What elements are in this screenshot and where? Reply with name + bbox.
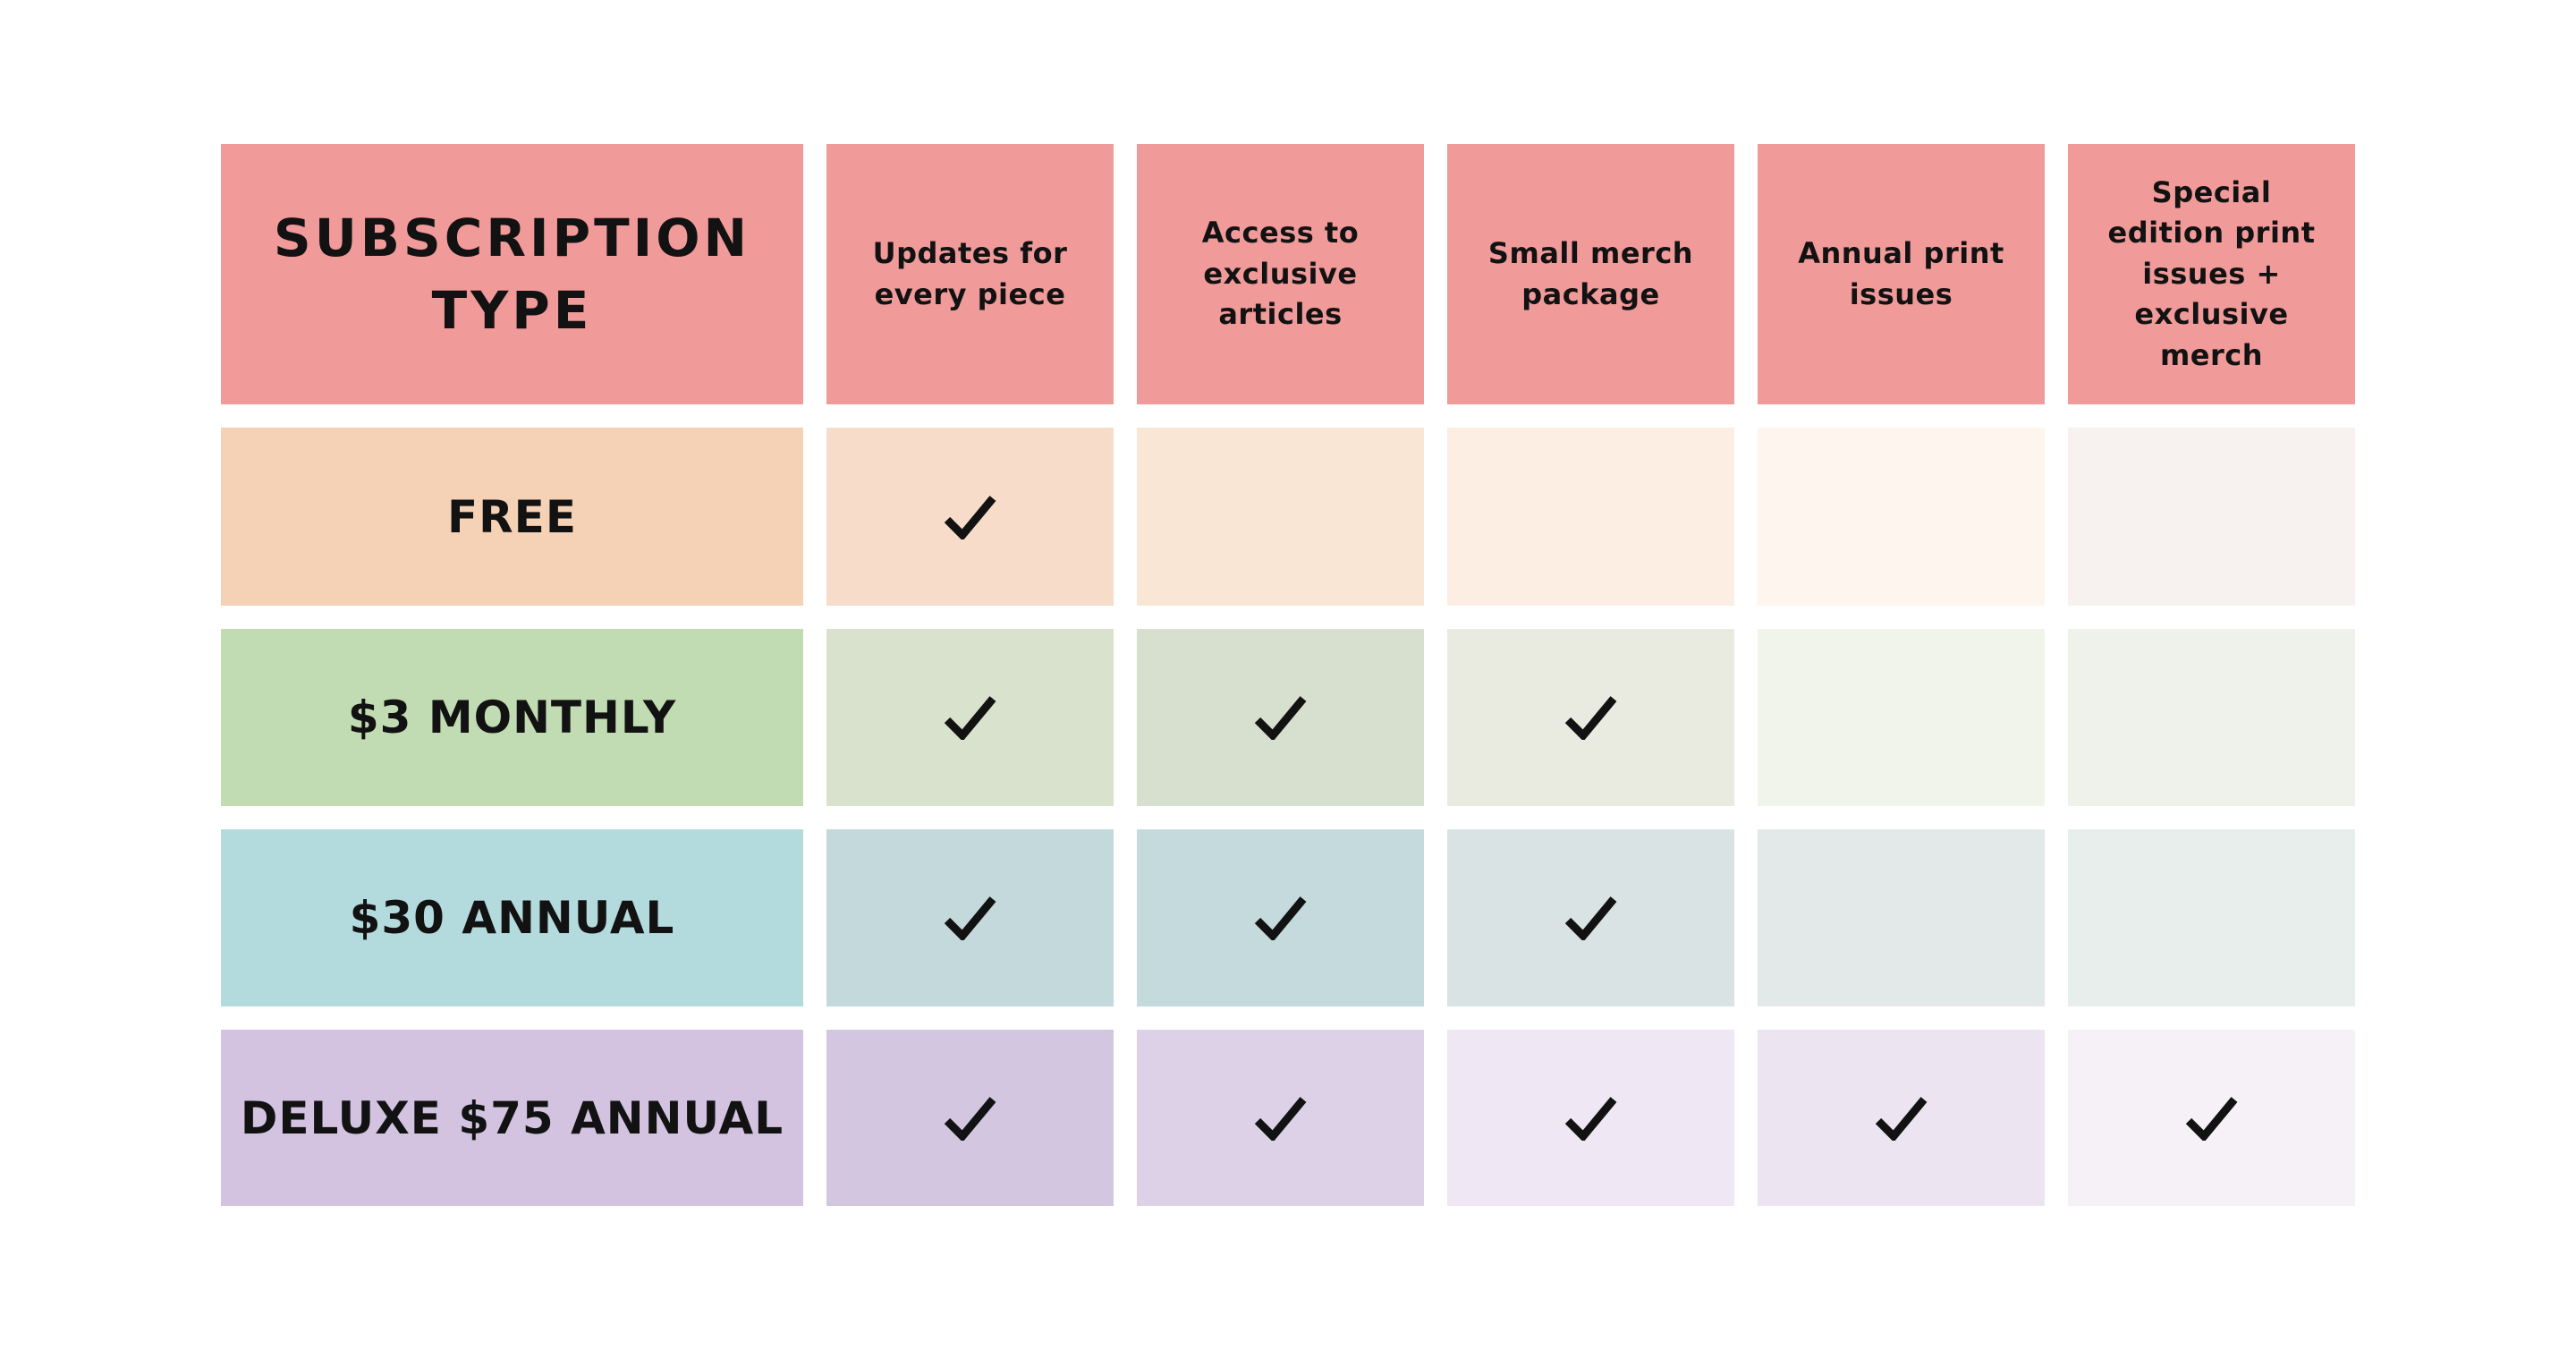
feature-cell <box>1447 829 1734 1006</box>
checkmark-icon <box>1254 1096 1306 1141</box>
checkmark-icon <box>1875 1096 1927 1141</box>
feature-cell <box>1447 428 1734 606</box>
feature-cell <box>2068 1030 2355 1206</box>
feature-cell <box>2068 428 2355 606</box>
checkmark-icon <box>1254 696 1306 740</box>
header-cell-subscription-type: SUBSCRIPTION TYPE <box>221 144 803 404</box>
feature-cell <box>1758 629 2045 806</box>
checkmark-icon <box>2185 1096 2237 1141</box>
feature-cell <box>1447 1030 1734 1206</box>
header-cell-small-merch-package: Small merch package <box>1447 144 1734 404</box>
checkmark-icon <box>944 896 996 940</box>
feature-cell <box>826 629 1114 806</box>
header-cell-special-edition: Special edition print issues + exclusive… <box>2068 144 2355 404</box>
row-label-free: FREE <box>221 428 803 606</box>
feature-cell <box>2068 629 2355 806</box>
checkmark-icon <box>944 696 996 740</box>
feature-cell <box>1758 829 2045 1006</box>
feature-cell <box>2068 829 2355 1006</box>
feature-cell <box>1758 1030 2045 1206</box>
feature-cell <box>826 428 1114 606</box>
checkmark-icon <box>1564 896 1616 940</box>
feature-cell <box>1758 428 2045 606</box>
feature-cell <box>1447 629 1734 806</box>
checkmark-icon <box>944 495 996 539</box>
feature-cell <box>826 1030 1114 1206</box>
header-cell-access-to-exclusive-articles: Access to exclusive articles <box>1137 144 1424 404</box>
header-cell-updates-for-every-piece: Updates for every piece <box>826 144 1114 404</box>
feature-cell <box>826 829 1114 1006</box>
checkmark-icon <box>1564 696 1616 740</box>
row-label-deluxe-75-annual: DELUXE $75 ANNUAL <box>221 1030 803 1206</box>
checkmark-icon <box>944 1096 996 1141</box>
row-label-30-annual: $30 ANNUAL <box>221 829 803 1006</box>
checkmark-icon <box>1564 1096 1616 1141</box>
feature-cell <box>1137 428 1424 606</box>
subscription-comparison-table: SUBSCRIPTION TYPE Updates for every piec… <box>221 144 2355 1206</box>
feature-cell <box>1137 1030 1424 1206</box>
row-label-3-monthly: $3 MONTHLY <box>221 629 803 806</box>
feature-cell <box>1137 629 1424 806</box>
header-cell-annual-print-issues: Annual print issues <box>1758 144 2045 404</box>
checkmark-icon <box>1254 896 1306 940</box>
feature-cell <box>1137 829 1424 1006</box>
